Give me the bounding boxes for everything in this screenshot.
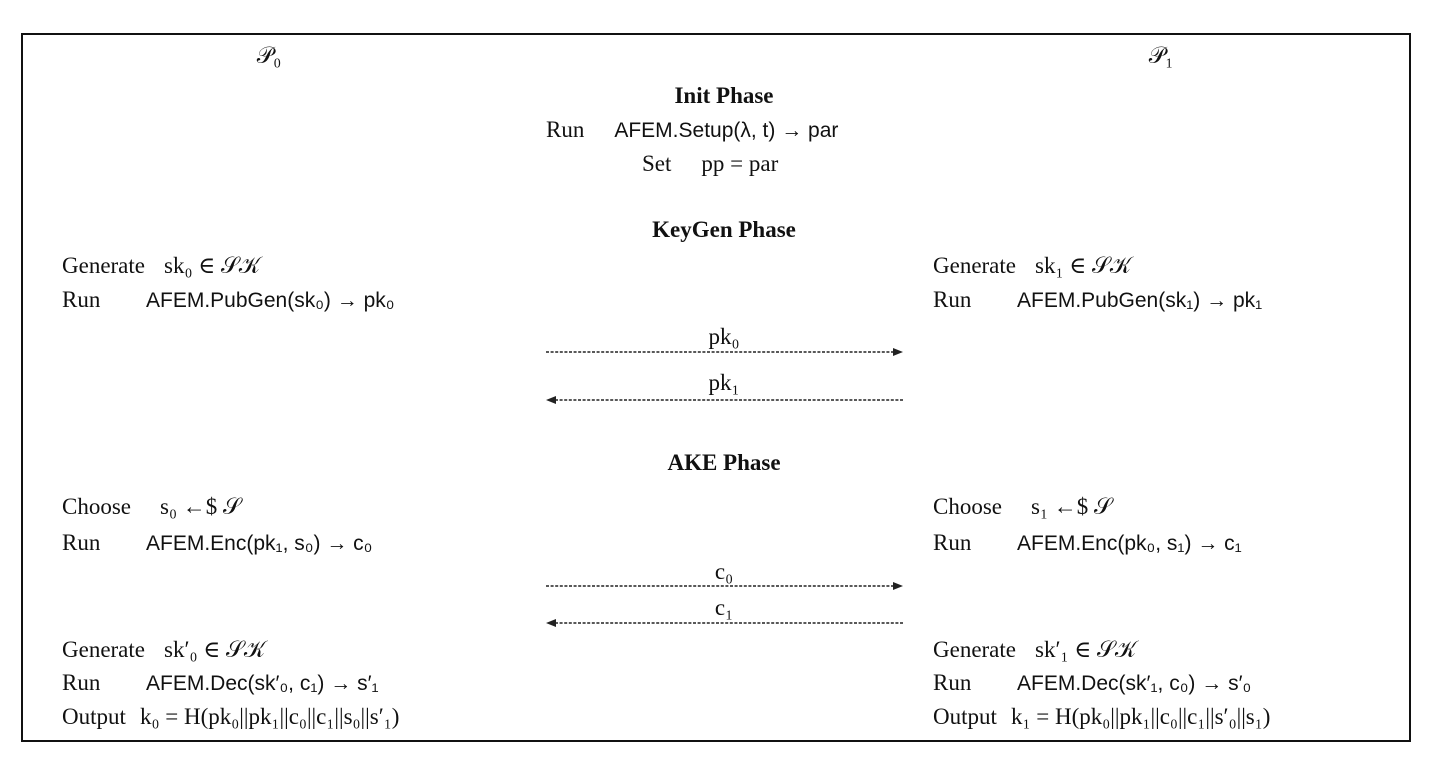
message-c0-label: c₀ — [714, 559, 734, 584]
init-run-keyword: Run — [546, 117, 585, 142]
keygen-phase-title: KeyGen Phase — [652, 217, 796, 242]
keygen-left-generate-keyword: Generate — [62, 253, 145, 278]
party-p0-label: 𝒫₀ — [256, 43, 282, 68]
arrow-pk1-left — [546, 396, 903, 404]
ake-right-choose-keyword: Choose — [933, 494, 1002, 519]
ake-right-dec-keyword: Run — [933, 670, 972, 695]
ake-left-generate-line: Generate sk′₀ ∈ 𝒮𝒦 — [62, 638, 265, 661]
init-run-line: Run AFEM.Setup(λ, t) → par — [546, 118, 838, 141]
ake-left-dec-expression: AFEM.Dec(sk′₀, c₁) → s′₁ — [146, 672, 379, 695]
keygen-right-run-line: Run AFEM.PubGen(sk₁) → pk₁ — [933, 288, 1262, 311]
keygen-right-generate-keyword: Generate — [933, 253, 1016, 278]
keygen-right-run-keyword: Run — [933, 287, 972, 312]
message-c1-label: c₁ — [714, 595, 734, 620]
message-pk0-label: pk₀ — [708, 324, 740, 349]
ake-left-generate-keyword: Generate — [62, 637, 145, 662]
ake-left-generate-expression: sk′₀ ∈ 𝒮𝒦 — [164, 637, 266, 662]
keygen-left-run-line: Run AFEM.PubGen(sk₀) → pk₀ — [62, 288, 395, 311]
init-set-expression: pp = par — [701, 151, 779, 176]
init-phase-title: Init Phase — [674, 83, 774, 108]
party-p1-label: 𝒫₁ — [1148, 43, 1174, 68]
ake-left-run-expression: AFEM.Enc(pk₁, s₀) → c₀ — [146, 532, 373, 555]
ake-right-choose-line: Choose s₁ ←$ 𝒮 — [933, 495, 1112, 518]
ake-right-run-line: Run AFEM.Enc(pk₀, s₁) → c₁ — [933, 531, 1242, 554]
keygen-left-generate-line: Generate sk₀ ∈ 𝒮𝒦 — [62, 254, 260, 277]
init-set-keyword: Set — [642, 151, 672, 176]
ake-right-output-keyword: Output — [933, 704, 997, 729]
ake-left-dec-keyword: Run — [62, 670, 101, 695]
arrow-pk0-right — [546, 348, 903, 356]
ake-left-run-keyword: Run — [62, 530, 101, 555]
ake-left-dec-line: Run AFEM.Dec(sk′₀, c₁) → s′₁ — [62, 671, 379, 694]
ake-right-dec-line: Run AFEM.Dec(sk′₁, c₀) → s′₀ — [933, 671, 1251, 694]
ake-left-choose-line: Choose s₀ ←$ 𝒮 — [62, 495, 241, 518]
keygen-right-generate-expression: sk₁ ∈ 𝒮𝒦 — [1035, 253, 1132, 278]
ake-left-output-line: Output k₀ = H(pk₀||pk₁||c₀||c₁||s₀||s′₁) — [62, 705, 399, 728]
keygen-left-generate-expression: sk₀ ∈ 𝒮𝒦 — [164, 253, 261, 278]
ake-left-choose-keyword: Choose — [62, 494, 131, 519]
ake-right-run-keyword: Run — [933, 530, 972, 555]
init-run-expression: AFEM.Setup(λ, t) → par — [614, 119, 839, 142]
ake-left-output-keyword: Output — [62, 704, 126, 729]
ake-right-generate-line: Generate sk′₁ ∈ 𝒮𝒦 — [933, 638, 1136, 661]
keygen-left-run-expression: AFEM.PubGen(sk₀) → pk₀ — [146, 289, 395, 312]
init-set-line: Set pp = par — [642, 152, 778, 175]
ake-right-output-expression: k₁ = H(pk₀||pk₁||c₀||c₁||s′₀||s₁) — [1011, 704, 1271, 729]
ake-left-choose-expression: s₀ ←$ 𝒮 — [160, 494, 241, 519]
ake-left-run-line: Run AFEM.Enc(pk₁, s₀) → c₀ — [62, 531, 372, 554]
keygen-left-run-keyword: Run — [62, 287, 101, 312]
ake-right-run-expression: AFEM.Enc(pk₀, s₁) → c₁ — [1017, 532, 1242, 555]
protocol-frame — [21, 33, 1411, 742]
keygen-right-run-expression: AFEM.PubGen(sk₁) → pk₁ — [1017, 289, 1263, 312]
ake-left-output-expression: k₀ = H(pk₀||pk₁||c₀||c₁||s₀||s′₁) — [140, 704, 400, 729]
ake-right-choose-expression: s₁ ←$ 𝒮 — [1031, 494, 1112, 519]
arrow-c0-right — [546, 582, 903, 590]
message-pk1-label: pk₁ — [708, 370, 740, 395]
ake-phase-title: AKE Phase — [667, 450, 781, 475]
ake-right-generate-keyword: Generate — [933, 637, 1016, 662]
ake-right-output-line: Output k₁ = H(pk₀||pk₁||c₀||c₁||s′₀||s₁) — [933, 705, 1270, 728]
ake-right-generate-expression: sk′₁ ∈ 𝒮𝒦 — [1035, 637, 1137, 662]
keygen-right-generate-line: Generate sk₁ ∈ 𝒮𝒦 — [933, 254, 1131, 277]
arrow-c1-left — [546, 619, 903, 627]
ake-right-dec-expression: AFEM.Dec(sk′₁, c₀) → s′₀ — [1017, 672, 1252, 695]
